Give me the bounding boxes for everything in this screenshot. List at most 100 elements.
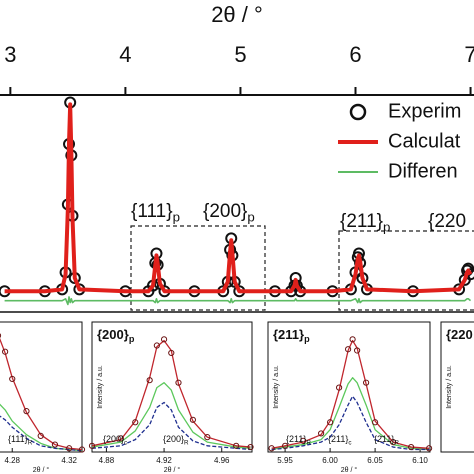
data-point <box>327 419 334 426</box>
annotation: {200}p <box>203 201 255 224</box>
panel-frame <box>440 321 474 453</box>
data-point <box>2 348 9 355</box>
annotation: {111}R <box>8 434 33 446</box>
annotation-text: {2̄11} <box>374 434 394 444</box>
data-point <box>336 384 343 391</box>
data-point <box>408 443 415 451</box>
x-axis-label: 2θ / ° <box>164 466 181 474</box>
annotation: {211}R <box>286 434 311 446</box>
annotation-sub: c <box>348 439 351 446</box>
x-axis-label: 2θ / ° <box>211 2 263 27</box>
data-point <box>345 346 352 353</box>
annotation: {211}c <box>328 434 352 446</box>
annotation-sub: p <box>247 209 254 224</box>
annotation: {111}p <box>131 201 180 224</box>
data-point <box>66 445 73 452</box>
annotation: {211}p <box>340 211 390 234</box>
y-axis-label: Intensity / a.u. <box>446 365 453 409</box>
x-tick-label: 4.88 <box>99 456 115 465</box>
data-line <box>271 395 430 451</box>
data-point <box>146 377 153 384</box>
annotation-sub: p <box>173 209 180 224</box>
x-tick-label: 5.95 <box>277 456 293 465</box>
panel-title-text: {220 <box>446 327 473 342</box>
data-point <box>363 379 370 386</box>
panel-frame <box>0 321 83 453</box>
x-axis-label: 2θ / ° <box>33 466 50 474</box>
data-point <box>0 333 2 338</box>
annotation: {200}R <box>163 434 189 446</box>
data-line <box>91 401 251 451</box>
data-point <box>247 443 254 451</box>
legend-marker <box>349 103 367 121</box>
legend-label: Calculat <box>388 130 461 152</box>
annotation-text: {200} <box>203 201 247 222</box>
data-line <box>91 382 251 449</box>
panel-title-sub: p <box>304 334 310 344</box>
panel-frame <box>267 321 431 453</box>
annotation: {2̄11}R <box>374 434 399 446</box>
data-point <box>175 379 182 386</box>
annotation-sub: c <box>124 439 127 446</box>
data-point <box>132 419 139 426</box>
data-point <box>88 442 96 449</box>
data-point <box>9 375 16 383</box>
data-point <box>372 419 379 426</box>
data-point <box>204 434 211 441</box>
x-tick-label: 6.05 <box>367 456 383 465</box>
panel-frame <box>91 321 253 453</box>
panel-title: {220 <box>446 327 473 342</box>
annotation-text: {200} <box>103 434 124 444</box>
data-point <box>160 336 168 343</box>
panel-title: {211}p <box>273 327 310 344</box>
data-point <box>300 437 307 444</box>
annotation-text: {111} <box>131 201 173 222</box>
data-point <box>153 342 160 349</box>
x-tick-label: 3 <box>4 42 16 67</box>
data-point <box>268 445 275 452</box>
data-point <box>349 336 356 343</box>
data-point <box>390 438 397 446</box>
annotation-text: {220 <box>428 211 466 232</box>
data-point <box>354 347 361 354</box>
data-point <box>318 430 325 437</box>
panel-title-text: {200} <box>97 327 129 342</box>
x-tick-label: 6.10 <box>412 456 428 465</box>
data-point <box>117 435 124 442</box>
x-tick-label: 6 <box>349 42 361 67</box>
data-point <box>282 442 289 449</box>
annotation-sub: R <box>28 439 33 446</box>
highlight-box <box>338 230 474 311</box>
y-axis-label: Intensity / a.u. <box>273 365 280 409</box>
data-point <box>426 445 433 452</box>
x-tick-label: 7 <box>464 42 474 67</box>
data-point <box>168 349 175 357</box>
annotation-sub: p <box>383 219 390 234</box>
x-tick-label: 6.00 <box>322 456 338 465</box>
data-point <box>233 442 240 449</box>
legend-label: Experim <box>388 100 461 122</box>
data-point <box>23 408 30 415</box>
x-axis-label: 2θ / ° <box>341 466 358 474</box>
x-tick-label: 4.96 <box>214 456 230 465</box>
data-point <box>51 441 59 448</box>
annotation-text: {211} <box>328 434 348 444</box>
x-tick-label: 4.28 <box>4 456 20 465</box>
panel-title: {200}p <box>97 327 135 344</box>
annotation-sub: R <box>306 439 311 446</box>
annotation-text: {211} <box>340 211 383 232</box>
legend-label: Differen <box>388 160 458 182</box>
data-point <box>37 432 44 440</box>
highlight-box <box>130 225 266 311</box>
data-line <box>4 296 472 306</box>
data-line <box>4 102 473 294</box>
x-tick-label: 4.32 <box>61 456 77 465</box>
annotation-sub: R <box>184 439 189 446</box>
x-tick-label: 4 <box>119 42 131 67</box>
annotation-text: {111} <box>8 434 28 444</box>
annotation-sub: R <box>394 439 399 446</box>
data-point <box>189 416 197 423</box>
x-tick-label: 5 <box>234 42 246 67</box>
annotation-text: {200} <box>163 434 184 444</box>
